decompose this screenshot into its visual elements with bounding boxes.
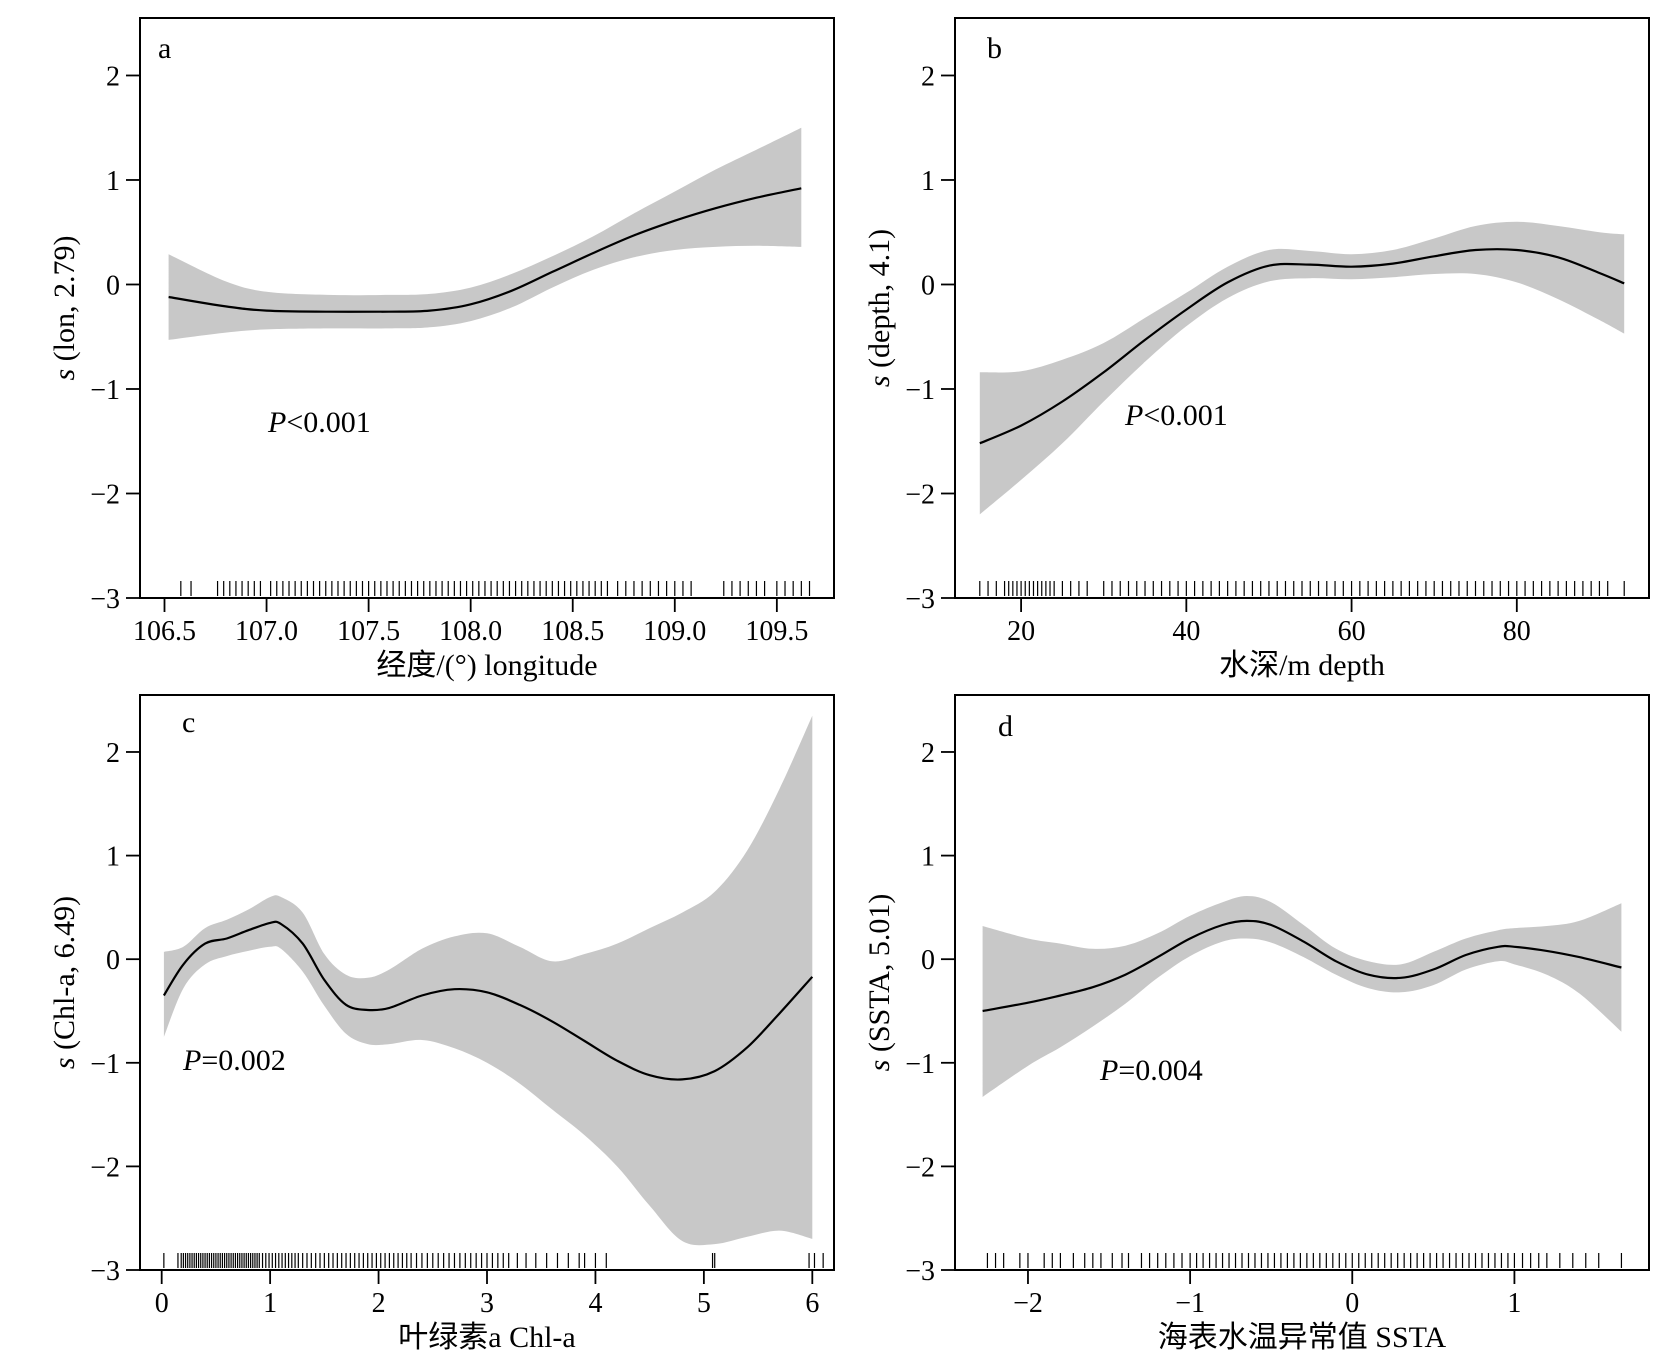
y-axis-title-term: (lon, 2.79) bbox=[48, 235, 81, 368]
panel-a: −3 −2 −1 0 1 2 106.5 107.0 107.5 108.0 108.5 109.0 1… bbox=[48, 17, 835, 682]
panel-letter: b bbox=[987, 32, 1002, 65]
panel-letter: c bbox=[182, 706, 195, 739]
p-value-annotation: P<0.001 bbox=[1124, 399, 1228, 432]
rug-plot bbox=[180, 581, 811, 596]
x-tick-label: 1 bbox=[263, 1288, 277, 1319]
x-tick-label: 108.5 bbox=[541, 616, 604, 647]
y-tick-label: 2 bbox=[921, 61, 935, 92]
x-tick-label: 107.0 bbox=[235, 616, 298, 647]
y-tick-label: −3 bbox=[905, 1256, 935, 1287]
p-value-text: <0.001 bbox=[286, 406, 370, 439]
x-tick-label: 107.5 bbox=[337, 616, 400, 647]
x-tick-label: −2 bbox=[1013, 1288, 1043, 1319]
y-axis-title-term: (depth, 4.1) bbox=[863, 229, 896, 376]
p-value-text: <0.001 bbox=[1143, 399, 1227, 432]
y-axis-title: s (lon, 2.79) bbox=[48, 235, 81, 380]
x-tick-label: 106.5 bbox=[133, 616, 196, 647]
y-tick-label: 1 bbox=[921, 842, 935, 873]
p-value-text: =0.002 bbox=[201, 1044, 285, 1077]
panel-b: −3 −2 −1 0 1 2 20 40 60 80 水深/m depth s (depth, 4.1… bbox=[863, 17, 1650, 682]
x-tick-label: 60 bbox=[1338, 616, 1366, 647]
y-tick-label: −1 bbox=[90, 375, 120, 406]
y-tick-label: 2 bbox=[921, 738, 935, 769]
x-axis-title: 经度/(°) longitude bbox=[376, 649, 597, 682]
fitted-curve bbox=[162, 920, 814, 1081]
fitted-curve bbox=[168, 187, 802, 313]
panel-letter: a bbox=[158, 32, 171, 65]
x-tick-label: 1 bbox=[1507, 1288, 1521, 1319]
fitted-curve bbox=[979, 248, 1625, 445]
x-axis-title: 海表水温异常值 SSTA bbox=[1158, 1321, 1447, 1354]
rug-plot bbox=[163, 1253, 824, 1268]
confidence-band bbox=[982, 896, 1622, 1097]
y-axis-title-s: s bbox=[48, 1057, 81, 1069]
x-tick-label: 3 bbox=[480, 1288, 494, 1319]
y-tick-label: 0 bbox=[921, 945, 935, 976]
confidence-band bbox=[168, 127, 802, 340]
y-tick-label: −2 bbox=[905, 479, 935, 510]
x-tick-label: 4 bbox=[588, 1288, 602, 1319]
x-tick-label: 5 bbox=[697, 1288, 711, 1319]
y-axis-title: s (SSTA, 5.01) bbox=[863, 894, 896, 1072]
x-tick-label: 0 bbox=[155, 1288, 169, 1319]
y-tick-label: −2 bbox=[905, 1152, 935, 1183]
y-tick-label: 2 bbox=[106, 61, 120, 92]
x-axis-title: 水深/m depth bbox=[1219, 649, 1385, 682]
plot-frame bbox=[139, 17, 835, 599]
y-tick-label: 0 bbox=[106, 945, 120, 976]
p-value-symbol: P bbox=[1099, 1054, 1118, 1087]
x-tick-label: 40 bbox=[1172, 616, 1200, 647]
panel-d: −3 −2 −1 0 1 2 −2 −1 0 1 海表水温异常值 SSTA s (SSTA, 5.01… bbox=[863, 694, 1650, 1354]
p-value-symbol: P bbox=[182, 1044, 201, 1077]
y-tick-label: 1 bbox=[921, 166, 935, 197]
fitted-curve bbox=[982, 919, 1622, 1013]
p-value-symbol: P bbox=[267, 406, 286, 439]
x-tick-label: −1 bbox=[1175, 1288, 1205, 1319]
p-value-annotation: P<0.001 bbox=[267, 406, 371, 439]
x-tick-label: 20 bbox=[1007, 616, 1035, 647]
y-axis-title: s (Chl-a, 6.49) bbox=[48, 896, 81, 1069]
x-tick-label: 80 bbox=[1503, 616, 1531, 647]
x-tick-label: 108.0 bbox=[439, 616, 502, 647]
y-tick-label: −3 bbox=[905, 584, 935, 615]
confidence-band bbox=[163, 715, 813, 1246]
x-tick-label: 6 bbox=[805, 1288, 819, 1319]
y-tick-label: 1 bbox=[106, 166, 120, 197]
p-value-text: =0.004 bbox=[1118, 1054, 1202, 1087]
y-axis-title: s (depth, 4.1) bbox=[863, 229, 896, 387]
y-tick-label: −2 bbox=[90, 479, 120, 510]
y-axis-title-s: s bbox=[863, 375, 896, 387]
x-tick-label: 0 bbox=[1345, 1288, 1359, 1319]
y-tick-label: −1 bbox=[90, 1049, 120, 1080]
x-tick-label: 109.5 bbox=[745, 616, 808, 647]
y-axis-title-term: (SSTA, 5.01) bbox=[863, 894, 896, 1060]
y-tick-label: 0 bbox=[921, 270, 935, 301]
confidence-band bbox=[979, 221, 1625, 515]
x-tick-label: 109.0 bbox=[643, 616, 706, 647]
rug-plot bbox=[986, 1253, 1623, 1268]
panel-letter: d bbox=[998, 710, 1013, 743]
y-tick-label: 0 bbox=[106, 270, 120, 301]
y-tick-label: −1 bbox=[905, 375, 935, 406]
y-tick-label: 2 bbox=[106, 738, 120, 769]
plot-frame bbox=[954, 17, 1650, 599]
x-axis-title: 叶绿素a Chl-a bbox=[398, 1321, 575, 1354]
y-axis-title-term: (Chl-a, 6.49) bbox=[48, 896, 81, 1058]
rug-plot bbox=[979, 581, 1625, 596]
y-tick-label: −3 bbox=[90, 1256, 120, 1287]
p-value-annotation: P=0.004 bbox=[1099, 1054, 1203, 1087]
panel-c: −3 −2 −1 0 1 2 0 1 2 3 4 5 6 叶绿素a Chl-a s (Chl-a, 6.49… bbox=[48, 694, 835, 1354]
plot-frame bbox=[954, 694, 1650, 1271]
y-tick-label: −1 bbox=[905, 1049, 935, 1080]
x-tick-label: 2 bbox=[372, 1288, 386, 1319]
p-value-annotation: P=0.002 bbox=[182, 1044, 286, 1077]
p-value-symbol: P bbox=[1124, 399, 1143, 432]
y-tick-label: −2 bbox=[90, 1152, 120, 1183]
y-axis-title-s: s bbox=[863, 1060, 896, 1072]
y-tick-label: 1 bbox=[106, 842, 120, 873]
y-tick-label: −3 bbox=[90, 584, 120, 615]
y-axis-title-s: s bbox=[48, 369, 81, 381]
